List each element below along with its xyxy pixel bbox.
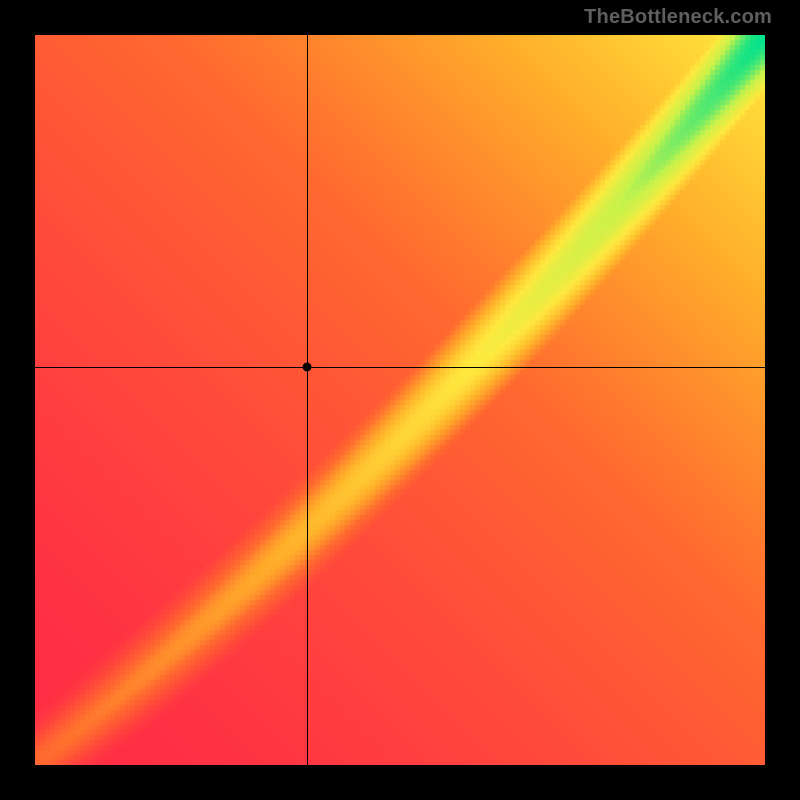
- watermark-text: TheBottleneck.com: [584, 6, 772, 29]
- heatmap-canvas: [35, 35, 765, 765]
- heatmap-plot: [35, 35, 765, 765]
- crosshair-marker-dot: [303, 363, 312, 372]
- crosshair-horizontal-line: [35, 367, 765, 368]
- crosshair-vertical-line: [307, 35, 308, 765]
